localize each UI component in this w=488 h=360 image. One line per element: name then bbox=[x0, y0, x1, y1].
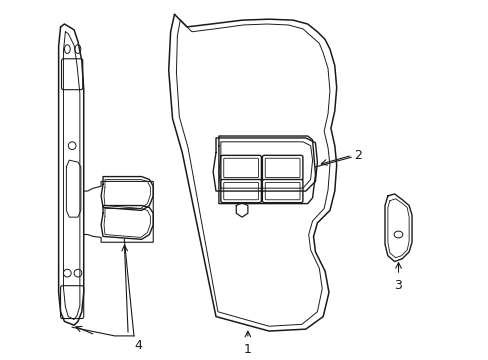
Text: 3: 3 bbox=[394, 279, 402, 292]
FancyBboxPatch shape bbox=[264, 158, 300, 177]
FancyBboxPatch shape bbox=[224, 158, 258, 177]
Ellipse shape bbox=[393, 231, 402, 238]
Text: 1: 1 bbox=[244, 343, 251, 356]
FancyBboxPatch shape bbox=[262, 180, 302, 203]
Text: 2: 2 bbox=[353, 149, 361, 162]
Ellipse shape bbox=[75, 45, 81, 54]
FancyBboxPatch shape bbox=[221, 155, 261, 180]
FancyBboxPatch shape bbox=[262, 155, 302, 180]
FancyBboxPatch shape bbox=[224, 183, 258, 200]
FancyBboxPatch shape bbox=[61, 59, 82, 90]
FancyBboxPatch shape bbox=[221, 180, 261, 203]
FancyBboxPatch shape bbox=[61, 286, 83, 319]
Text: 4: 4 bbox=[134, 339, 142, 352]
FancyBboxPatch shape bbox=[264, 183, 300, 200]
Ellipse shape bbox=[64, 45, 70, 54]
